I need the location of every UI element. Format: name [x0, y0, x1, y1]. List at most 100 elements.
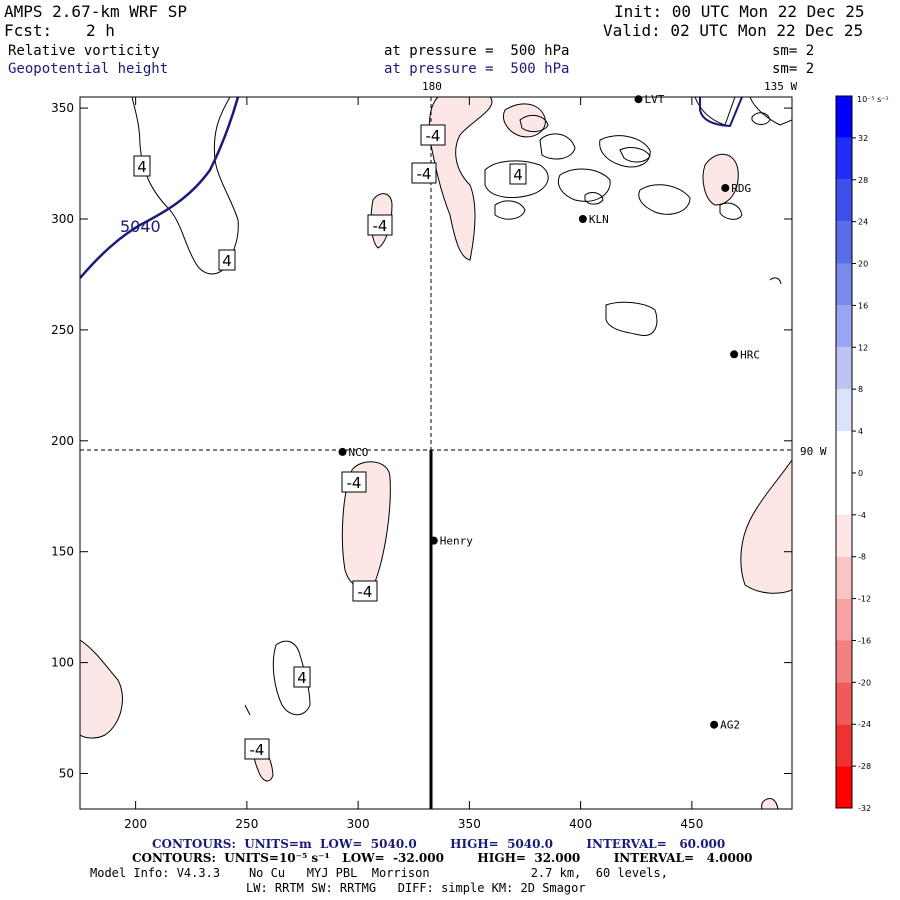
station-label: Henry: [440, 535, 473, 548]
colorbar-swatch: [836, 389, 852, 432]
colorbar-swatch: [836, 556, 852, 599]
height-contours-info: CONTOURS: UNITS=m LOW= 5040.0 HIGH= 5040…: [152, 837, 726, 851]
station-label: RDG: [731, 182, 751, 195]
map-frame: [79, 96, 793, 810]
vorticity-contour-labels: 4 4 -4 -4 -4 4 -4 -4 4 -4: [133, 124, 527, 760]
colorbar-frame: [835, 95, 853, 809]
station-dot: [578, 214, 587, 223]
field-vorticity-title: Relative vorticity: [8, 43, 160, 59]
colorbar-label: 0: [858, 469, 863, 478]
colorbar-swatch: [836, 682, 852, 725]
colorbar-label: 16: [858, 301, 868, 310]
vort-contour-cluster-7: [519, 114, 549, 133]
model-info: Model Info: V4.3.3 No Cu MYJ PBL Morriso…: [90, 866, 668, 880]
meridian-90w-label: 90 W: [800, 445, 827, 458]
vort-label-text: -4: [358, 583, 373, 601]
height-contour-label: 5040: [120, 217, 161, 236]
vort-contour-cluster-10: [719, 202, 743, 220]
colorbar-label: -4: [858, 511, 866, 520]
field-height-smoothing: sm= 2: [772, 61, 815, 77]
station-label: HRC: [740, 348, 760, 361]
vort-label-box: [218, 249, 236, 271]
colorbar-swatch: [836, 263, 852, 306]
vort-contour-small-top: [751, 112, 771, 125]
vort-contour-cluster-2: [494, 200, 526, 220]
x-axis-ticks: 200 250 300 350 400 450: [124, 97, 703, 831]
vort-label-text: -4: [347, 474, 362, 492]
colorbar-label: 28: [858, 176, 868, 185]
vort-contour-cluster-9: [584, 192, 604, 205]
y-tick-label: 250: [51, 323, 74, 337]
colorbar-swatch: [836, 305, 852, 348]
y-axis-ticks: 50 100 150 200 250 300 350: [51, 101, 792, 781]
colorbar-label: -32: [858, 804, 871, 813]
station-markers: NCO Henry KLN RDG HRC AG2 LVT: [338, 93, 760, 732]
field-height-level: at pressure = 500 hPa: [384, 61, 570, 77]
vort-contour-mid-right: [605, 301, 658, 336]
colorbar-label: -28: [858, 762, 871, 771]
height-contour-5040: [80, 97, 240, 279]
forecast-hour: 2 h: [86, 21, 115, 40]
y-tick-label: 300: [51, 212, 74, 226]
vort-contour-cluster-5: [599, 135, 651, 168]
vort-label-box: [133, 155, 151, 177]
vort-contour-cluster-6: [638, 184, 691, 215]
vort-label-box: [411, 162, 437, 184]
station-dot: [721, 183, 730, 192]
station-dot: [338, 447, 347, 456]
valid-time: Valid: 02 UTC Mon 22 Dec 25: [603, 21, 864, 40]
y-tick-label: 100: [51, 656, 74, 670]
x-tick-label: 350: [458, 817, 481, 831]
colorbar-label: -20: [858, 678, 871, 687]
station-label: KLN: [589, 213, 609, 226]
station-dot: [429, 536, 438, 545]
height-contour-fragment: [699, 97, 743, 128]
colorbar-label: 32: [858, 134, 868, 143]
vort-label-text: -4: [250, 741, 265, 759]
colorbar-swatch: [836, 640, 852, 683]
station-label: NCO: [349, 446, 369, 459]
vort-contour-cluster-8: [619, 147, 651, 163]
colorbar-swatch: [836, 347, 852, 390]
vort-region-top-right-2: [702, 153, 739, 206]
vort-label-box: [352, 580, 378, 602]
vort-label-text: 4: [137, 158, 147, 176]
forecast-label: Fcst:: [4, 21, 53, 40]
x-tick-label: 400: [569, 817, 592, 831]
vort-label-box: [244, 738, 270, 760]
vort-contour-island: [272, 640, 311, 716]
vort-region-top-right-1: [503, 103, 546, 138]
colorbar-swatch: [836, 472, 852, 515]
colorbar-swatch: [836, 221, 852, 264]
colorbar-label: 8: [858, 385, 863, 394]
colorbar-swatch: [836, 179, 852, 222]
vort-region-left: [80, 639, 123, 739]
colorbar-label: -8: [858, 553, 866, 562]
colorbar-swatch: [836, 96, 852, 138]
vort-contour-cluster-1: [484, 160, 549, 198]
vort-label-text: -4: [426, 127, 441, 145]
x-tick-label: 450: [680, 817, 703, 831]
field-vorticity-smoothing: sm= 2: [772, 43, 815, 59]
vort-label-text: -4: [373, 217, 388, 235]
vort-label-box: [367, 214, 393, 236]
station-dot: [730, 350, 739, 359]
y-tick-label: 50: [59, 767, 74, 781]
colorbar-unit: 10⁻⁵ s⁻¹: [857, 95, 889, 104]
colorbar-swatch: [836, 137, 852, 180]
vort-label-text: 4: [513, 166, 523, 184]
colorbar-label: 20: [858, 260, 868, 269]
y-tick-label: 350: [51, 101, 74, 115]
colorbar-swatch: [836, 724, 852, 767]
colorbar-label: 24: [858, 218, 868, 227]
colorbar-label: 4: [858, 427, 863, 436]
vort-contour-edge-top: [749, 97, 792, 126]
colorbar-swatch: [836, 431, 852, 473]
colorbar-label: 12: [858, 343, 868, 352]
vorticity-contours-info: CONTOURS: UNITS=10⁻⁵ s⁻¹ LOW= -32.000 HI…: [132, 851, 753, 865]
vort-region-top: [428, 97, 493, 261]
model-title: AMPS 2.67-km WRF SP: [4, 2, 188, 21]
colorbar-swatch: [836, 514, 852, 557]
colorbar-label: -24: [858, 720, 871, 729]
